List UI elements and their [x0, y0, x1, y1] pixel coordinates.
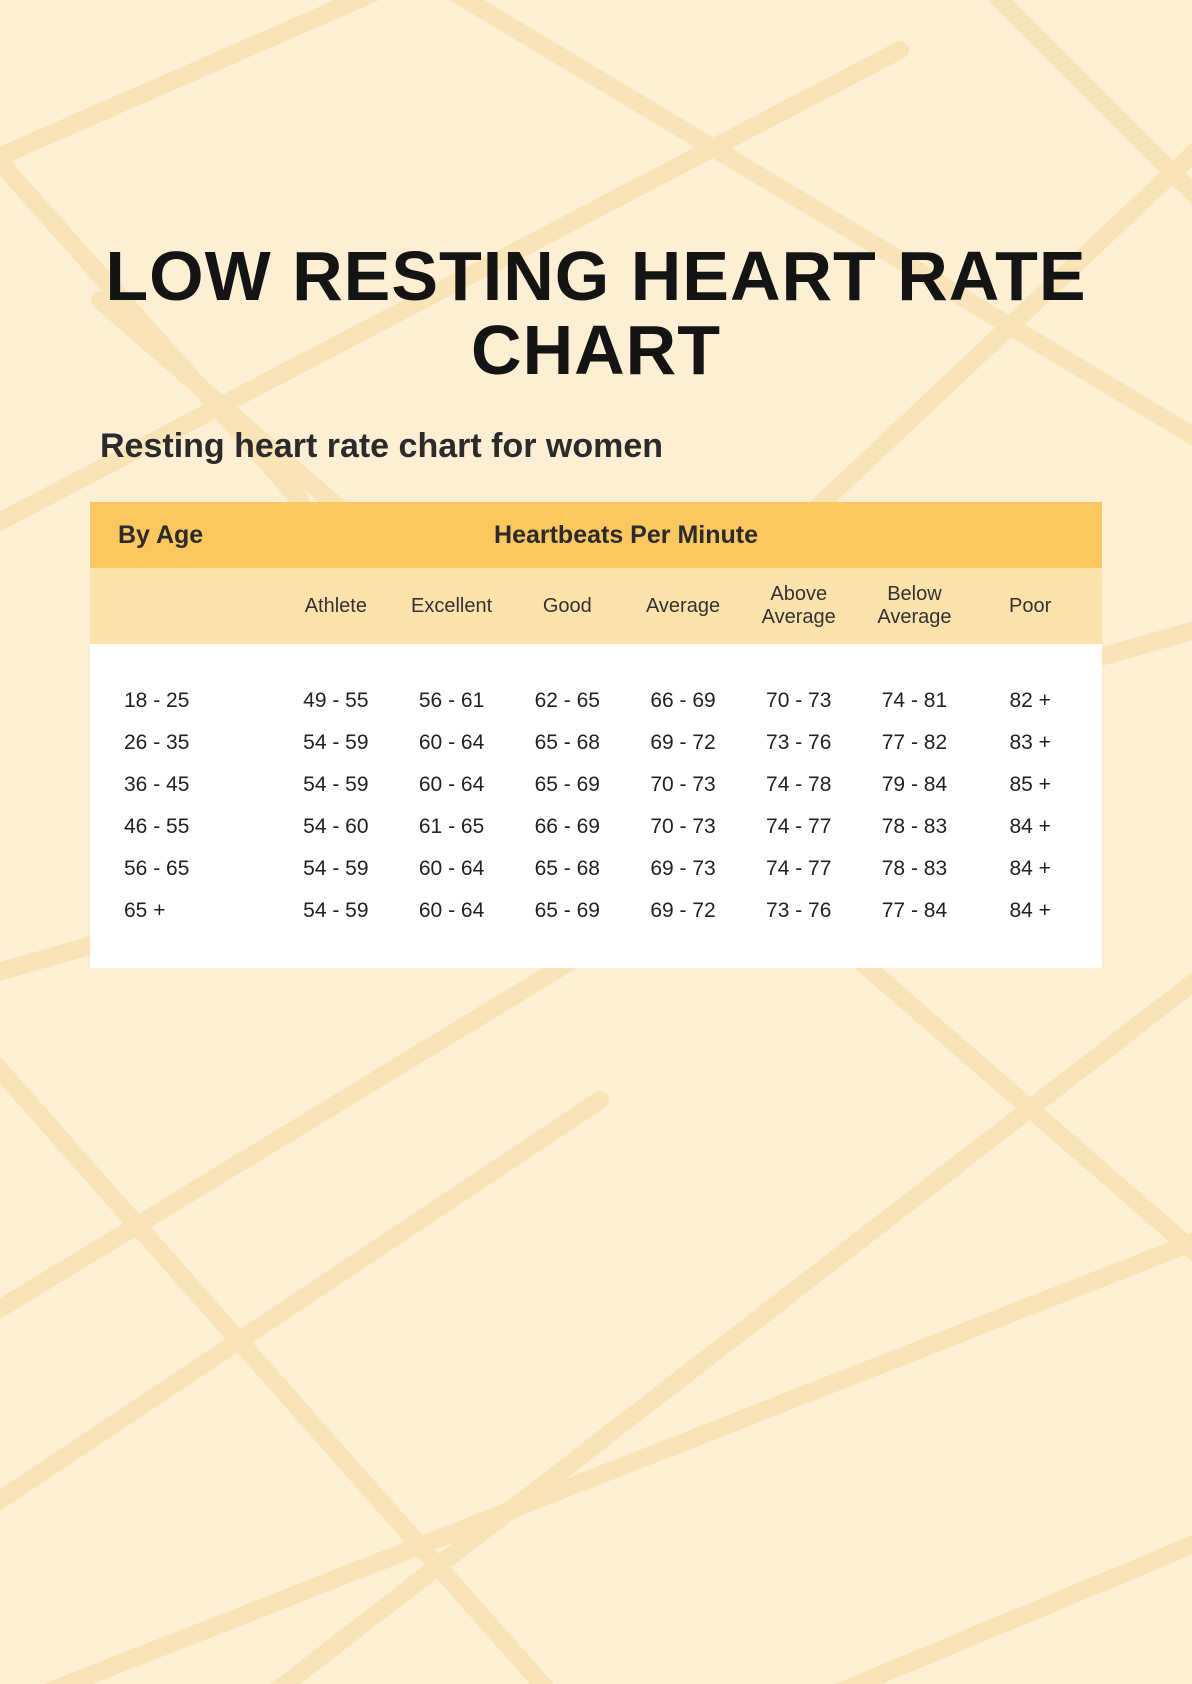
value-cell: 60 - 64: [394, 899, 510, 923]
column-header: Above Average: [741, 583, 857, 629]
age-cell: 26 - 35: [118, 731, 278, 755]
value-cell: 54 - 60: [278, 815, 394, 839]
value-cell: 60 - 64: [394, 731, 510, 755]
value-cell: 60 - 64: [394, 857, 510, 881]
by-age-header: By Age: [118, 521, 278, 550]
value-cell: 77 - 82: [857, 731, 973, 755]
value-cell: 74 - 81: [857, 689, 973, 713]
value-cell: 61 - 65: [394, 815, 510, 839]
value-cell: 70 - 73: [625, 815, 741, 839]
value-cell: 78 - 83: [857, 815, 973, 839]
value-cell: 74 - 77: [741, 815, 857, 839]
value-cell: 62 - 65: [509, 689, 625, 713]
value-cell: 66 - 69: [625, 689, 741, 713]
value-cell: 70 - 73: [625, 773, 741, 797]
value-cell: 65 - 69: [509, 773, 625, 797]
value-cell: 69 - 72: [625, 899, 741, 923]
column-header: Good: [509, 595, 625, 618]
value-cell: 73 - 76: [741, 731, 857, 755]
value-cell: 69 - 72: [625, 731, 741, 755]
value-cell: 66 - 69: [509, 815, 625, 839]
table-row: 56 - 6554 - 5960 - 6465 - 6869 - 7374 - …: [118, 848, 1088, 890]
table-row: 26 - 3554 - 5960 - 6465 - 6869 - 7273 - …: [118, 722, 1088, 764]
value-cell: 83 +: [972, 731, 1088, 755]
value-cell: 54 - 59: [278, 857, 394, 881]
value-cell: 73 - 76: [741, 899, 857, 923]
value-cell: 79 - 84: [857, 773, 973, 797]
page-subtitle: Resting heart rate chart for women: [100, 427, 1102, 466]
value-cell: 54 - 59: [278, 731, 394, 755]
age-cell: 18 - 25: [118, 689, 278, 713]
column-header: Poor: [972, 595, 1088, 618]
table-row: 36 - 4554 - 5960 - 6465 - 6970 - 7374 - …: [118, 764, 1088, 806]
table-header-columns: AthleteExcellentGoodAverageAbove Average…: [90, 568, 1102, 644]
column-header: Below Average: [857, 583, 973, 629]
age-cell: 46 - 55: [118, 815, 278, 839]
page-title: LOW RESTING HEART RATE CHART: [90, 240, 1102, 387]
table-body: 18 - 2549 - 5556 - 6162 - 6566 - 6970 - …: [90, 644, 1102, 968]
table-row: 46 - 5554 - 6061 - 6566 - 6970 - 7374 - …: [118, 806, 1088, 848]
value-cell: 70 - 73: [741, 689, 857, 713]
value-cell: 54 - 59: [278, 773, 394, 797]
value-cell: 85 +: [972, 773, 1088, 797]
table-header-primary: By Age Heartbeats Per Minute: [90, 502, 1102, 568]
value-cell: 60 - 64: [394, 773, 510, 797]
column-header: Excellent: [394, 595, 510, 618]
column-header: Athlete: [278, 595, 394, 618]
value-cell: 74 - 77: [741, 857, 857, 881]
heart-rate-table: By Age Heartbeats Per Minute AthleteExce…: [90, 502, 1102, 968]
table-row: 18 - 2549 - 5556 - 6162 - 6566 - 6970 - …: [118, 680, 1088, 722]
age-cell: 36 - 45: [118, 773, 278, 797]
value-cell: 65 - 68: [509, 857, 625, 881]
value-cell: 78 - 83: [857, 857, 973, 881]
value-cell: 74 - 78: [741, 773, 857, 797]
value-cell: 84 +: [972, 899, 1088, 923]
column-header: Average: [625, 595, 741, 618]
age-cell: 56 - 65: [118, 857, 278, 881]
value-cell: 65 - 68: [509, 731, 625, 755]
table-row: 65 +54 - 5960 - 6465 - 6969 - 7273 - 767…: [118, 890, 1088, 932]
value-cell: 56 - 61: [394, 689, 510, 713]
value-cell: 84 +: [972, 815, 1088, 839]
value-cell: 49 - 55: [278, 689, 394, 713]
value-cell: 77 - 84: [857, 899, 973, 923]
value-cell: 82 +: [972, 689, 1088, 713]
age-cell: 65 +: [118, 899, 278, 923]
value-cell: 69 - 73: [625, 857, 741, 881]
heartbeats-header: Heartbeats Per Minute: [278, 521, 1074, 550]
page-content: LOW RESTING HEART RATE CHART Resting hea…: [0, 0, 1192, 1684]
value-cell: 84 +: [972, 857, 1088, 881]
value-cell: 54 - 59: [278, 899, 394, 923]
value-cell: 65 - 69: [509, 899, 625, 923]
